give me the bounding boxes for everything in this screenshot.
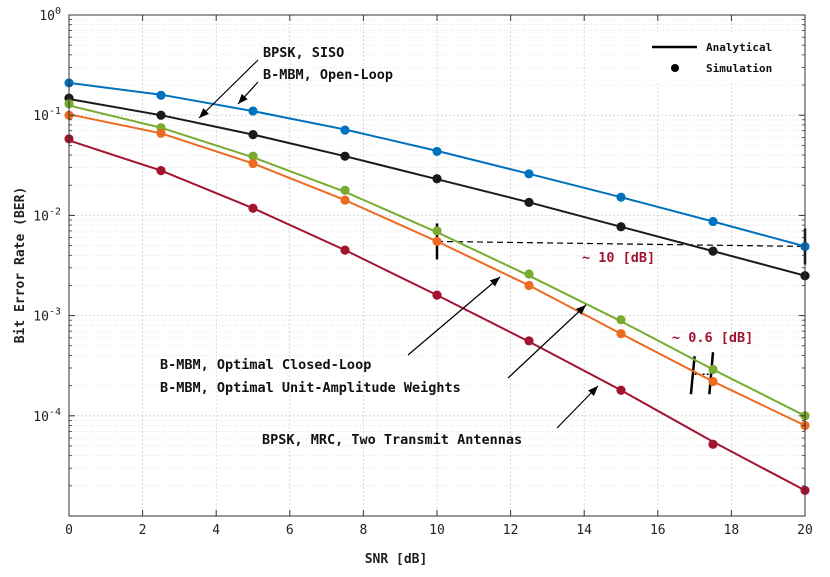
- label-bpsk-siso: BPSK, SISO: [263, 45, 344, 61]
- simulation-points: [64, 78, 810, 496]
- point-b-mbm-optimal-closed-loop: [156, 128, 166, 138]
- label-bmbm-closed-loop: B-MBM, Optimal Closed-Loop: [160, 357, 371, 373]
- point-b-mbm-open-loop: [708, 246, 718, 256]
- point-bpsk-mrc-two-transmit-antennas: [156, 165, 166, 176]
- y-tick-label: 10-4: [33, 407, 61, 425]
- point-b-mbm-optimal-unit-amplitude-weights: [340, 185, 350, 195]
- arrow-bpsk-siso: [198, 59, 259, 119]
- arrow-head: [489, 277, 500, 287]
- arrow-head: [238, 93, 248, 104]
- point-bpsk-siso: [616, 192, 626, 202]
- point-bpsk-siso: [340, 125, 350, 135]
- label-bmbm-unit-amplitude: B-MBM, Optimal Unit-Amplitude Weights: [160, 380, 461, 396]
- point-bpsk-siso: [708, 216, 718, 227]
- point-b-mbm-optimal-closed-loop: [248, 158, 258, 169]
- point-bpsk-siso: [432, 146, 442, 157]
- point-b-mbm-optimal-closed-loop: [340, 195, 350, 205]
- point-b-mbm-optimal-unit-amplitude-weights: [708, 364, 718, 375]
- arrow-shaft: [407, 276, 501, 356]
- point-b-mbm-optimal-unit-amplitude-weights: [248, 151, 258, 161]
- label-bpsk-mrc: BPSK, MRC, Two Transmit Antennas: [262, 432, 522, 448]
- x-tick-label: 8: [359, 523, 367, 538]
- y-tick-label: 10-3: [33, 307, 61, 325]
- point-b-mbm-open-loop: [156, 110, 166, 120]
- point-bpsk-siso: [524, 169, 534, 179]
- y-tick-label: 10-2: [33, 206, 61, 224]
- legend-dot-marker: [671, 64, 679, 72]
- axes: 0 2 4 6 8 10 12 14 16 18 20 100 10-1 10-2 10-3 10-4: [33, 6, 813, 538]
- point-b-mbm-open-loop: [616, 222, 626, 232]
- point-b-mbm-optimal-unit-amplitude-weights: [432, 226, 442, 236]
- label-gap-10db: ~ 10 [dB]: [582, 250, 655, 266]
- plot-frame: [68, 14, 806, 517]
- y-tick-label: 10-1: [33, 106, 61, 124]
- label-gap-06db: ~ 0.6 [dB]: [672, 330, 753, 346]
- point-b-mbm-optimal-closed-loop: [616, 329, 626, 339]
- x-tick-label: 12: [503, 523, 519, 538]
- point-b-mbm-open-loop: [248, 130, 258, 140]
- x-tick-label: 20: [797, 523, 813, 538]
- arrow-head: [575, 305, 586, 315]
- label-bmbm-open-loop: B-MBM, Open-Loop: [263, 67, 393, 83]
- arrow-shaft: [198, 59, 259, 119]
- y-axis-label: Bit Error Rate (BER): [13, 187, 28, 344]
- point-b-mbm-optimal-closed-loop: [432, 236, 442, 247]
- point-bpsk-mrc-two-transmit-antennas: [708, 439, 718, 449]
- point-b-mbm-open-loop: [432, 174, 442, 184]
- x-tick-label: 14: [576, 523, 592, 538]
- legend-box: [644, 35, 800, 81]
- legend-simulation: Simulation: [706, 62, 772, 75]
- arrow-head: [588, 386, 598, 396]
- point-b-mbm-optimal-unit-amplitude-weights: [616, 315, 626, 325]
- gap-10db-dash: [436, 240, 806, 248]
- x-tick-label: 2: [139, 523, 147, 538]
- x-tick-label: 0: [65, 523, 73, 538]
- x-tick-label: 10: [429, 523, 445, 538]
- y-tick-label: 100: [39, 6, 61, 24]
- point-bpsk-mrc-two-transmit-antennas: [524, 336, 534, 346]
- x-tick-label: 18: [724, 523, 740, 538]
- point-b-mbm-optimal-closed-loop: [524, 280, 534, 291]
- point-b-mbm-open-loop: [524, 197, 534, 207]
- point-bpsk-mrc-two-transmit-antennas: [616, 385, 626, 395]
- arrow-bmbm-open-loop: [237, 81, 259, 105]
- point-b-mbm-optimal-closed-loop: [708, 376, 718, 387]
- annotation-arrows: [198, 59, 599, 429]
- point-bpsk-mrc-two-transmit-antennas: [248, 203, 258, 213]
- point-bpsk-mrc-two-transmit-antennas: [432, 290, 442, 300]
- arrow-head: [199, 108, 209, 118]
- arrow-bmbm-closed-loop: [407, 276, 501, 356]
- x-tick-label: 6: [286, 523, 294, 538]
- arrow-bmbm-unit-amplitude: [507, 304, 587, 379]
- point-bpsk-siso: [248, 106, 258, 116]
- gap-06db-tick-left: [689, 356, 696, 395]
- point-bpsk-siso: [156, 90, 166, 100]
- arrow-shaft: [507, 304, 587, 379]
- x-tick-label: 4: [212, 523, 220, 538]
- legend-analytical: Analytical: [706, 41, 772, 54]
- legend: Analytical Simulation: [644, 35, 800, 81]
- point-bpsk-mrc-two-transmit-antennas: [340, 245, 350, 255]
- point-b-mbm-optimal-unit-amplitude-weights: [524, 269, 534, 279]
- point-b-mbm-open-loop: [340, 151, 350, 161]
- x-tick-label: 16: [650, 523, 666, 538]
- x-axis-label: SNR [dB]: [365, 552, 428, 567]
- arrow-bpsk-mrc: [556, 385, 599, 429]
